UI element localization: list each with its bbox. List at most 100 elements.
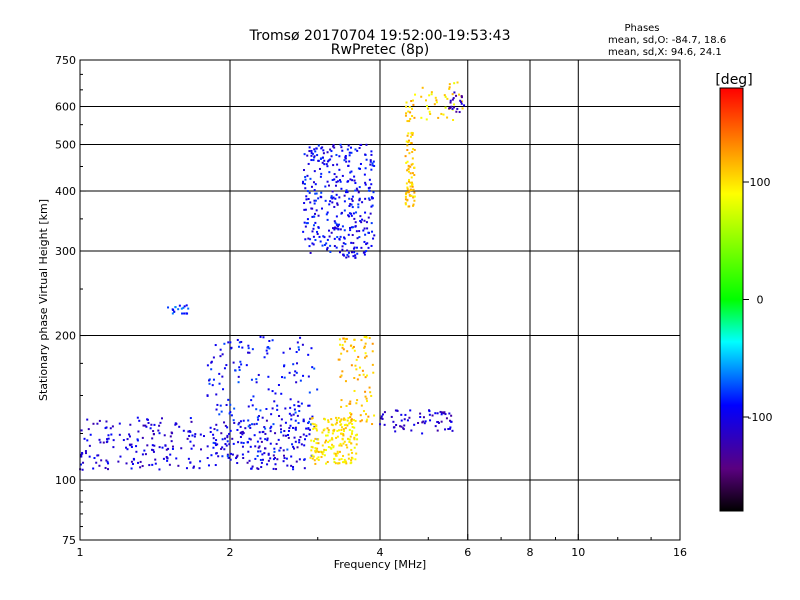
data-point bbox=[152, 450, 155, 453]
data-point bbox=[299, 379, 302, 382]
data-point bbox=[292, 445, 295, 448]
data-point bbox=[212, 378, 215, 381]
data-point bbox=[355, 246, 358, 249]
data-point bbox=[405, 182, 408, 185]
data-point bbox=[370, 394, 373, 397]
data-point bbox=[229, 403, 232, 406]
data-point bbox=[336, 163, 339, 166]
data-point bbox=[404, 198, 407, 201]
data-point bbox=[330, 150, 333, 153]
data-point bbox=[317, 438, 320, 441]
data-point bbox=[443, 411, 446, 414]
data-point bbox=[290, 418, 293, 421]
data-point bbox=[340, 187, 343, 190]
data-point bbox=[358, 230, 361, 233]
data-point bbox=[187, 457, 190, 460]
data-point bbox=[349, 146, 352, 149]
data-point bbox=[370, 153, 373, 156]
data-point bbox=[310, 207, 313, 210]
data-point bbox=[350, 442, 353, 445]
data-point bbox=[268, 347, 271, 350]
data-point bbox=[335, 153, 338, 156]
data-point bbox=[314, 150, 317, 153]
data-point bbox=[336, 419, 339, 422]
data-point bbox=[358, 199, 361, 202]
data-point bbox=[335, 181, 338, 184]
data-point bbox=[410, 131, 413, 134]
data-point bbox=[170, 431, 173, 434]
data-point bbox=[412, 99, 415, 102]
data-point bbox=[354, 256, 357, 259]
data-point bbox=[348, 160, 351, 163]
data-point bbox=[341, 344, 344, 347]
data-point bbox=[332, 445, 335, 448]
data-point bbox=[335, 436, 338, 439]
data-point bbox=[336, 452, 339, 455]
data-point bbox=[135, 445, 138, 448]
data-point bbox=[329, 244, 332, 247]
data-point bbox=[353, 426, 356, 429]
data-point bbox=[312, 224, 315, 227]
data-point bbox=[367, 216, 370, 219]
data-point bbox=[219, 404, 222, 407]
data-point bbox=[338, 450, 341, 453]
data-point bbox=[452, 119, 455, 122]
data-point bbox=[248, 459, 251, 462]
data-point bbox=[293, 447, 296, 450]
data-point bbox=[151, 463, 154, 466]
data-point bbox=[314, 447, 317, 450]
data-point bbox=[177, 308, 180, 311]
data-point bbox=[311, 242, 314, 245]
data-point bbox=[298, 438, 301, 441]
data-point bbox=[257, 467, 260, 470]
data-point bbox=[238, 421, 241, 424]
data-point bbox=[254, 457, 257, 460]
data-point bbox=[346, 350, 349, 353]
data-point bbox=[364, 167, 367, 170]
data-point bbox=[356, 399, 359, 402]
data-point bbox=[272, 467, 275, 470]
data-point bbox=[332, 227, 335, 230]
data-point bbox=[410, 189, 413, 192]
data-point bbox=[400, 425, 403, 428]
data-point bbox=[346, 253, 349, 256]
data-point bbox=[354, 419, 357, 422]
x-tick-label: 16 bbox=[673, 546, 687, 559]
data-point bbox=[326, 427, 329, 430]
data-point bbox=[225, 444, 228, 447]
data-point bbox=[257, 450, 260, 453]
data-point bbox=[341, 346, 344, 349]
data-point bbox=[319, 240, 322, 243]
data-point bbox=[285, 457, 288, 460]
data-point bbox=[338, 444, 341, 447]
data-point bbox=[423, 422, 426, 425]
data-point bbox=[85, 452, 88, 455]
data-point bbox=[98, 464, 101, 467]
data-point bbox=[332, 446, 335, 449]
data-point bbox=[330, 195, 333, 198]
data-point bbox=[370, 150, 373, 153]
data-point bbox=[342, 433, 345, 436]
data-point bbox=[314, 462, 317, 465]
data-point bbox=[222, 388, 225, 391]
data-point bbox=[405, 192, 408, 195]
data-point bbox=[366, 418, 369, 421]
data-point bbox=[224, 443, 227, 446]
data-point bbox=[359, 420, 362, 423]
data-point bbox=[329, 446, 332, 449]
data-point bbox=[414, 93, 417, 96]
data-point bbox=[364, 153, 367, 156]
data-point bbox=[130, 460, 133, 463]
data-point bbox=[404, 202, 407, 205]
data-point bbox=[314, 221, 317, 224]
data-point bbox=[214, 344, 217, 347]
data-point bbox=[297, 346, 300, 349]
data-point bbox=[247, 347, 250, 350]
data-point bbox=[332, 145, 335, 148]
data-point bbox=[444, 106, 447, 109]
data-point bbox=[371, 162, 374, 165]
data-point bbox=[354, 254, 357, 257]
data-point bbox=[365, 413, 368, 416]
data-point bbox=[351, 423, 354, 426]
data-point bbox=[315, 192, 318, 195]
